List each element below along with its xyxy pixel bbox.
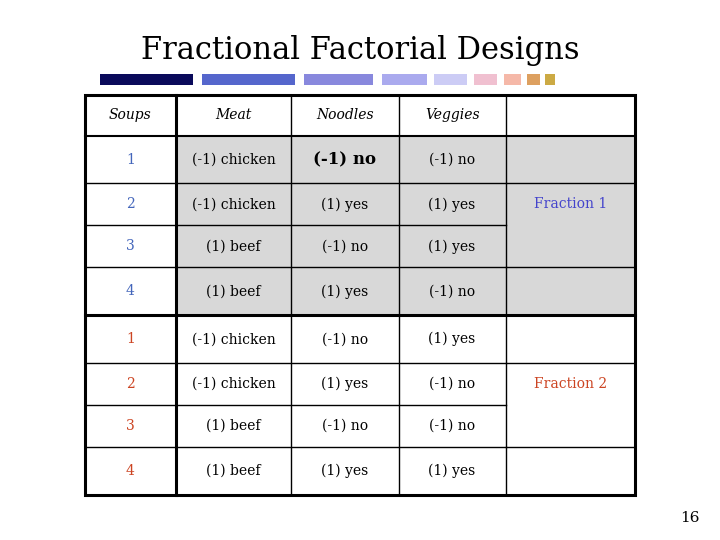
- Text: (1) yes: (1) yes: [321, 464, 369, 478]
- Text: Fractional Factorial Designs: Fractional Factorial Designs: [140, 35, 580, 65]
- Text: (-1) no: (-1) no: [322, 332, 368, 346]
- Text: Fraction 1: Fraction 1: [534, 198, 607, 212]
- Text: (-1) chicken: (-1) chicken: [192, 152, 275, 166]
- Bar: [292, 267, 398, 315]
- Bar: [505, 184, 635, 225]
- Text: (1) yes: (1) yes: [428, 332, 476, 347]
- Bar: [85, 447, 176, 495]
- Text: (1) beef: (1) beef: [206, 464, 261, 478]
- Bar: [505, 315, 635, 363]
- Bar: [85, 95, 635, 495]
- Bar: [202, 74, 295, 85]
- Bar: [505, 363, 635, 405]
- Bar: [85, 95, 176, 136]
- Text: (-1) no: (-1) no: [322, 419, 368, 433]
- Bar: [398, 267, 505, 315]
- Bar: [398, 447, 505, 495]
- Bar: [85, 363, 176, 405]
- Bar: [176, 315, 292, 363]
- Text: (1) beef: (1) beef: [206, 285, 261, 298]
- Bar: [398, 184, 505, 225]
- Bar: [398, 136, 505, 184]
- Bar: [505, 136, 635, 184]
- Text: 4: 4: [126, 285, 135, 298]
- Text: (-1) chicken: (-1) chicken: [192, 198, 275, 212]
- Text: (1) yes: (1) yes: [321, 197, 369, 212]
- Text: (1) yes: (1) yes: [428, 197, 476, 212]
- Bar: [292, 184, 398, 225]
- Bar: [176, 447, 292, 495]
- Bar: [504, 74, 521, 85]
- Bar: [304, 74, 373, 85]
- Bar: [505, 405, 635, 447]
- Text: Noodles: Noodles: [316, 109, 374, 122]
- Bar: [505, 225, 635, 267]
- Bar: [85, 315, 176, 363]
- Text: (1) yes: (1) yes: [321, 284, 369, 299]
- Text: 1: 1: [126, 152, 135, 166]
- Text: 3: 3: [126, 419, 135, 433]
- Text: Meat: Meat: [215, 109, 252, 122]
- Bar: [292, 136, 398, 184]
- Text: Fraction 2: Fraction 2: [534, 377, 607, 391]
- Text: 1: 1: [126, 332, 135, 346]
- Bar: [292, 363, 398, 405]
- Bar: [100, 74, 193, 85]
- Bar: [176, 267, 292, 315]
- Bar: [85, 225, 176, 267]
- Bar: [398, 363, 505, 405]
- Text: (-1) no: (-1) no: [429, 377, 475, 391]
- Bar: [398, 315, 505, 363]
- Text: 2: 2: [126, 377, 135, 391]
- Bar: [85, 267, 176, 315]
- Text: (1) yes: (1) yes: [428, 464, 476, 478]
- Text: (-1) no: (-1) no: [429, 419, 475, 433]
- Text: (-1) no: (-1) no: [313, 151, 377, 168]
- Bar: [176, 363, 292, 405]
- Text: Veggies: Veggies: [425, 109, 480, 122]
- Bar: [176, 405, 292, 447]
- Text: (1) yes: (1) yes: [321, 377, 369, 392]
- Bar: [398, 95, 505, 136]
- Bar: [505, 95, 635, 136]
- Text: 3: 3: [126, 239, 135, 253]
- Bar: [176, 184, 292, 225]
- Bar: [544, 74, 555, 85]
- Text: (1) beef: (1) beef: [206, 419, 261, 433]
- Bar: [176, 136, 292, 184]
- Bar: [505, 447, 635, 495]
- Bar: [292, 405, 398, 447]
- Bar: [176, 95, 292, 136]
- Text: 16: 16: [680, 511, 700, 525]
- Text: (-1) no: (-1) no: [429, 152, 475, 166]
- Text: Soups: Soups: [109, 109, 152, 122]
- Bar: [85, 136, 176, 184]
- Bar: [292, 447, 398, 495]
- Text: (-1) no: (-1) no: [429, 285, 475, 298]
- Text: 4: 4: [126, 464, 135, 478]
- Bar: [382, 74, 427, 85]
- Text: (-1) no: (-1) no: [322, 239, 368, 253]
- Bar: [85, 405, 176, 447]
- Bar: [176, 225, 292, 267]
- Bar: [292, 95, 398, 136]
- Bar: [292, 315, 398, 363]
- Bar: [398, 225, 505, 267]
- Bar: [85, 184, 176, 225]
- Text: 2: 2: [126, 198, 135, 212]
- Text: (-1) chicken: (-1) chicken: [192, 332, 275, 346]
- Text: (1) beef: (1) beef: [206, 239, 261, 253]
- Text: (1) yes: (1) yes: [428, 239, 476, 254]
- Bar: [292, 225, 398, 267]
- Bar: [505, 267, 635, 315]
- Text: (-1) chicken: (-1) chicken: [192, 377, 275, 391]
- Bar: [526, 74, 540, 85]
- Bar: [398, 405, 505, 447]
- Bar: [474, 74, 497, 85]
- Bar: [434, 74, 467, 85]
